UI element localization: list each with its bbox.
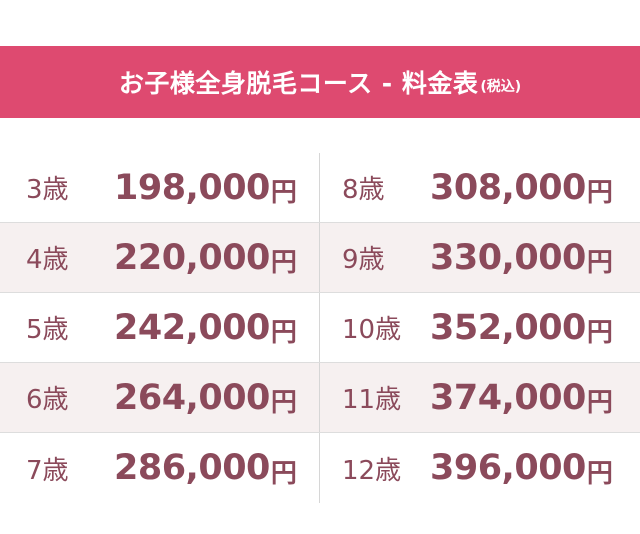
price: 330,000	[430, 237, 586, 278]
price-cell: 7歳 286,000 円	[0, 433, 320, 503]
age-label: 7歳	[26, 455, 69, 486]
price: 198,000	[114, 167, 270, 208]
age-label: 4歳	[26, 245, 69, 275]
price: 220,000	[114, 237, 270, 278]
price: 374,000	[430, 377, 586, 418]
age-label: 9歳	[342, 245, 385, 275]
price-cell: 8歳 308,000 円	[320, 153, 640, 222]
price-cell: 9歳 330,000 円	[320, 223, 640, 292]
price-cell: 10歳 352,000 円	[320, 293, 640, 362]
age-label: 3歳	[26, 175, 69, 205]
price: 308,000	[430, 167, 586, 208]
price-cell: 12歳 396,000 円	[320, 433, 640, 503]
price-cell: 6歳 264,000 円	[0, 363, 320, 432]
currency-unit: 円	[586, 318, 613, 348]
price: 352,000	[430, 307, 586, 348]
currency-unit: 円	[586, 248, 613, 278]
age-label: 10歳	[342, 315, 402, 345]
table-row: 5歳 242,000 円 10歳 352,000 円	[0, 293, 640, 363]
header-banner: お子様全身脱毛コース - 料金表 (税込)	[0, 46, 640, 118]
currency-unit: 円	[270, 388, 297, 418]
currency-unit: 円	[586, 388, 613, 418]
currency-unit: 円	[270, 458, 297, 489]
tax-note: (税込)	[480, 79, 522, 95]
price-cell: 4歳 220,000 円	[0, 223, 320, 292]
price: 264,000	[114, 377, 270, 418]
price-cell: 3歳 198,000 円	[0, 153, 320, 222]
age-label: 12歳	[342, 455, 402, 486]
table-row: 4歳 220,000 円 9歳 330,000 円	[0, 223, 640, 293]
price: 242,000	[114, 307, 270, 348]
age-label: 11歳	[342, 385, 402, 415]
price-table: 3歳 198,000 円 8歳 308,000 円 4歳 220,000 円 9歳 330,000 円…	[0, 153, 640, 503]
price-cell: 11歳 374,000 円	[320, 363, 640, 432]
age-label: 8歳	[342, 175, 385, 205]
age-label: 5歳	[26, 315, 69, 345]
title: お子様全身脱毛コース - 料金表	[118, 69, 479, 98]
currency-unit: 円	[270, 248, 297, 278]
table-row: 3歳 198,000 円 8歳 308,000 円	[0, 153, 640, 223]
currency-unit: 円	[586, 458, 613, 489]
currency-unit: 円	[270, 178, 297, 208]
currency-unit: 円	[586, 178, 613, 208]
price: 396,000	[430, 448, 586, 488]
table-row: 6歳 264,000 円 11歳 374,000 円	[0, 363, 640, 433]
price-cell: 5歳 242,000 円	[0, 293, 320, 362]
table-row: 7歳 286,000 円 12歳 396,000 円	[0, 433, 640, 503]
age-label: 6歳	[26, 385, 69, 415]
currency-unit: 円	[270, 318, 297, 348]
price: 286,000	[114, 448, 270, 488]
